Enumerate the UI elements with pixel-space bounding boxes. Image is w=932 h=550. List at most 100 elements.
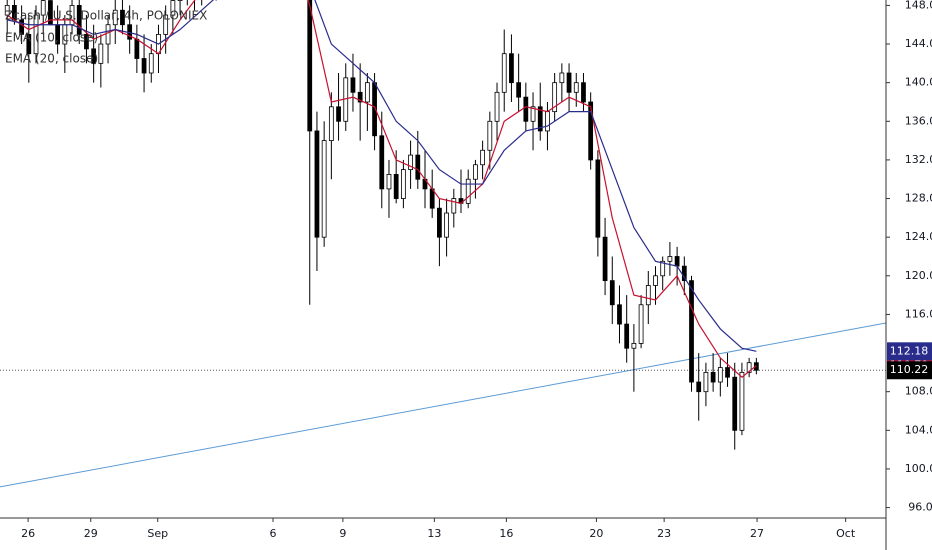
candle-body bbox=[465, 178, 471, 204]
candle-body bbox=[732, 376, 738, 431]
candle-body bbox=[703, 371, 709, 393]
trendline bbox=[0, 322, 886, 488]
candle-body bbox=[696, 381, 702, 393]
candle-body bbox=[739, 371, 745, 431]
candle-body bbox=[328, 106, 334, 142]
ema-line bbox=[7, 0, 757, 352]
candle-body bbox=[595, 159, 601, 238]
candle-body bbox=[393, 174, 399, 199]
candle-body bbox=[357, 91, 363, 103]
candle-body bbox=[746, 362, 752, 373]
candle-body bbox=[415, 154, 421, 180]
candle-body bbox=[473, 164, 478, 180]
candle-body bbox=[645, 285, 651, 306]
y-tick-label: 136.00 bbox=[905, 114, 932, 127]
x-tick-label: 13 bbox=[427, 527, 441, 540]
ema-last-value-label: 112.18 bbox=[890, 344, 929, 357]
candle-body bbox=[717, 367, 723, 383]
candle-body bbox=[314, 130, 320, 238]
legend-entry: EMA (10, close) bbox=[5, 31, 98, 45]
candle-body bbox=[141, 58, 147, 74]
candle-body bbox=[545, 111, 550, 132]
candle-body bbox=[660, 260, 666, 277]
candle-body bbox=[19, 19, 24, 35]
candle-body bbox=[710, 371, 716, 383]
candle-body bbox=[163, 14, 169, 35]
y-tick-label: 148.00 bbox=[905, 0, 932, 11]
candle-body bbox=[573, 82, 579, 93]
candle-body bbox=[631, 343, 637, 349]
y-tick-label: 128.00 bbox=[905, 192, 932, 205]
candle-body bbox=[523, 96, 529, 122]
candle-body bbox=[321, 140, 327, 238]
candle-body bbox=[40, 0, 46, 16]
candle-body bbox=[602, 236, 608, 282]
candle-body bbox=[170, 0, 176, 16]
candle-body bbox=[408, 154, 413, 170]
candle-body bbox=[177, 0, 183, 1]
candle-body bbox=[530, 106, 536, 122]
ema-last-value-box bbox=[887, 342, 932, 361]
candle-body bbox=[638, 304, 644, 344]
y-tick-label: 144.00 bbox=[905, 37, 932, 50]
legend-entry: EMA (20, close) bbox=[5, 52, 98, 66]
y-tick-label: 104.00 bbox=[905, 423, 932, 436]
candle-body bbox=[501, 53, 507, 93]
candle-body bbox=[689, 280, 694, 383]
candle-body bbox=[494, 91, 500, 122]
legend: Zcash / U.S. Dollar, 4h, POLONIEX EMA (1… bbox=[5, 9, 207, 66]
candle-body bbox=[336, 106, 341, 122]
y-tick-label: 132.00 bbox=[905, 153, 932, 166]
y-tick-label: 100.00 bbox=[905, 462, 932, 475]
candle-body bbox=[401, 169, 406, 199]
x-tick-label: 16 bbox=[499, 527, 513, 540]
candle-body bbox=[667, 256, 673, 262]
y-tick-label: 124.00 bbox=[905, 230, 932, 243]
candle-body bbox=[148, 53, 154, 74]
candle-body bbox=[617, 304, 622, 325]
candle-body bbox=[566, 72, 572, 93]
x-tick-label: 29 bbox=[84, 527, 98, 540]
candle-body bbox=[581, 82, 586, 103]
candle-body bbox=[487, 120, 493, 151]
last-price-box bbox=[887, 361, 932, 380]
x-tick-label: 23 bbox=[657, 527, 671, 540]
candle-body bbox=[444, 212, 449, 238]
candle-body bbox=[76, 5, 82, 35]
candle-body bbox=[516, 82, 522, 98]
candle-body bbox=[653, 275, 658, 286]
x-tick-label: 20 bbox=[589, 527, 603, 540]
candle-body bbox=[725, 367, 730, 378]
y-tick-label: 96.00 bbox=[908, 501, 932, 514]
candle-body bbox=[509, 53, 514, 84]
x-tick-label: 9 bbox=[339, 527, 346, 540]
candle-body bbox=[33, 14, 39, 55]
candle-body bbox=[559, 72, 565, 84]
candle-body bbox=[609, 280, 615, 306]
candle-body bbox=[674, 256, 680, 267]
candle-body bbox=[386, 174, 392, 190]
x-tick-label: 27 bbox=[750, 527, 764, 540]
candle-body bbox=[112, 9, 118, 26]
x-tick-label: Sep bbox=[147, 527, 168, 540]
x-tick-label: 26 bbox=[21, 527, 35, 540]
candle-body bbox=[480, 149, 485, 166]
y-tick-label: 108.00 bbox=[905, 385, 932, 398]
candle-body bbox=[451, 198, 457, 214]
plot-area bbox=[0, 0, 886, 488]
axes: 148.00 144.00 140.00 136.00 132.00 128.00 124.… bbox=[21, 0, 932, 540]
candle-body bbox=[437, 207, 442, 238]
ema-line bbox=[6, 0, 757, 378]
candle-body bbox=[105, 24, 111, 45]
candle-body bbox=[26, 33, 32, 55]
candle-body bbox=[624, 323, 630, 349]
candle-body bbox=[588, 101, 594, 161]
x-tick-label: Oct bbox=[836, 527, 856, 540]
y-tick-label: 116.00 bbox=[905, 307, 932, 320]
x-tick-label: 6 bbox=[270, 527, 277, 540]
symbol-title: Zcash / U.S. Dollar, 4h, POLONIEX bbox=[5, 9, 207, 23]
candle-body bbox=[98, 43, 104, 64]
candle-body bbox=[537, 106, 543, 132]
candle-body bbox=[552, 82, 558, 113]
